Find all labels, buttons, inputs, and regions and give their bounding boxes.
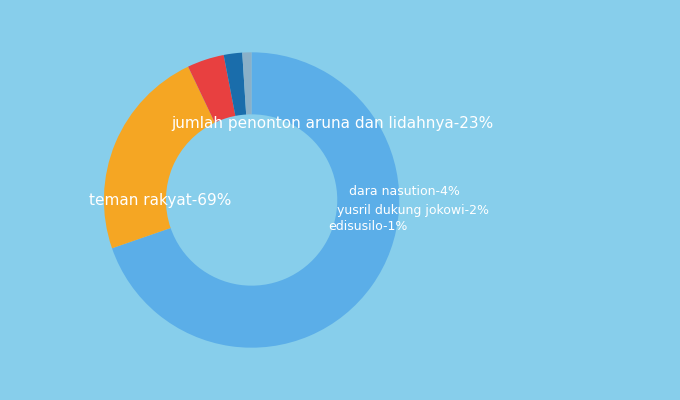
Text: edisusilo-1%: edisusilo-1% <box>328 220 408 233</box>
Wedge shape <box>112 52 399 348</box>
Wedge shape <box>224 53 246 116</box>
Wedge shape <box>104 67 215 248</box>
Wedge shape <box>188 55 235 123</box>
Text: jumlah penonton aruna dan lidahnya-23%: jumlah penonton aruna dan lidahnya-23% <box>172 116 494 131</box>
Text: dara nasution-4%: dara nasution-4% <box>349 185 460 198</box>
Text: teman rakyat-69%: teman rakyat-69% <box>89 192 231 208</box>
Wedge shape <box>242 52 252 114</box>
Text: yusril dukung jokowi-2%: yusril dukung jokowi-2% <box>337 204 490 217</box>
